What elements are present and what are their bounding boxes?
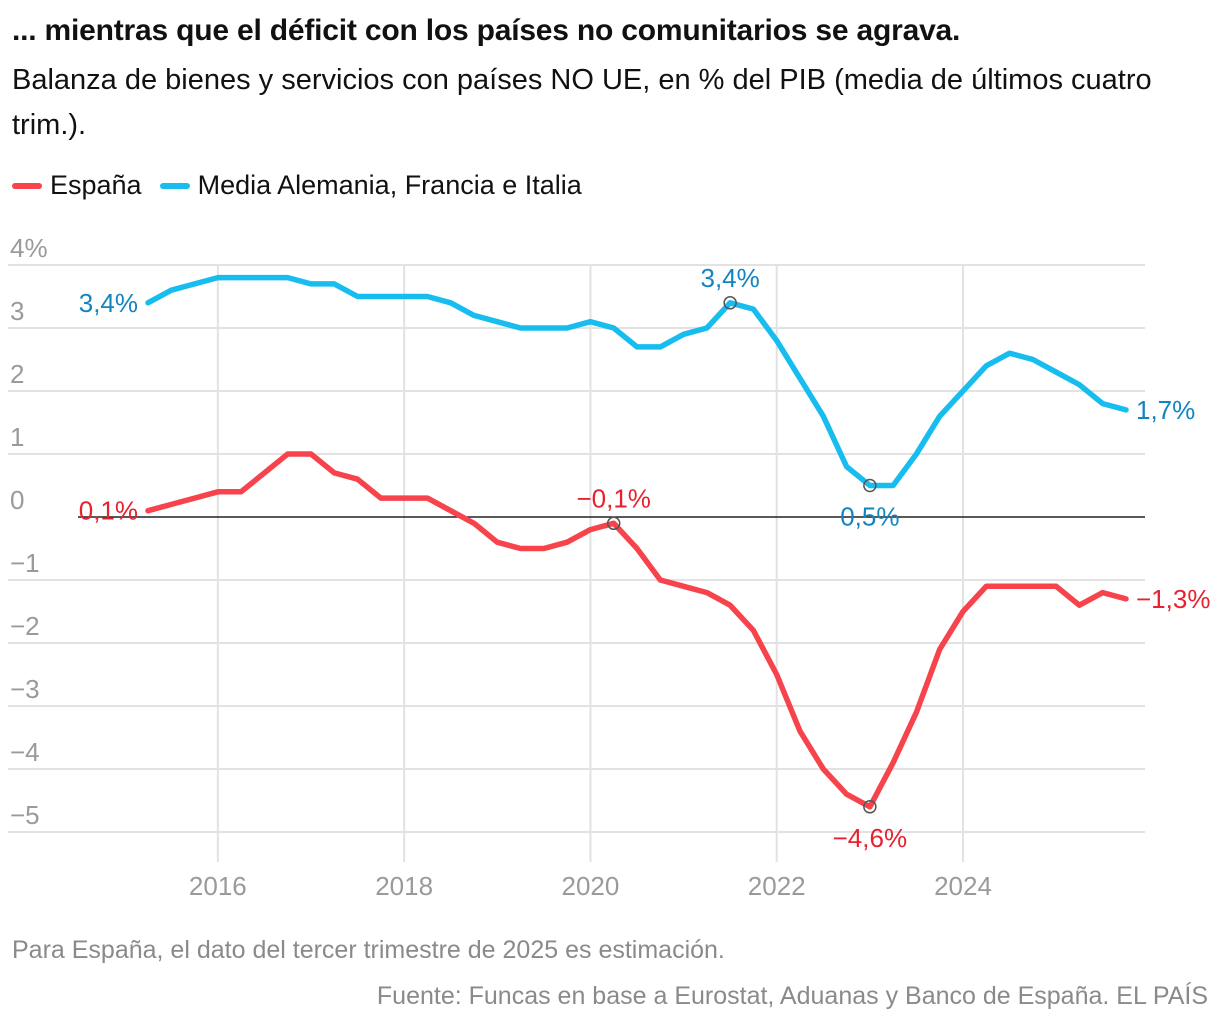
y-tick-label: 1 [10, 422, 24, 452]
x-tick-label: 2020 [562, 871, 620, 901]
series-line-media [145, 274, 1129, 489]
data-label: −1,3% [1136, 584, 1210, 614]
y-tick-label: −4 [10, 737, 40, 767]
source-credit: Fuente: Funcas en base a Eurostat, Aduan… [376, 982, 1208, 1010]
data-label: 1,7% [1136, 395, 1195, 425]
legend-label-espana: España [50, 170, 142, 200]
data-label: −4,6% [833, 823, 907, 853]
legend: España Media Alemania, Francia e Italia [12, 170, 600, 201]
y-tick-label: −3 [10, 674, 40, 704]
y-tick-label: −1 [10, 548, 40, 578]
chart-subtitle: Balanza de bienes y servicios con países… [12, 64, 1152, 141]
data-label: −0,1% [576, 483, 650, 513]
legend-label-media: Media Alemania, Francia e Italia [197, 170, 582, 200]
y-tick-label: 4% [10, 233, 48, 263]
y-tick-label: −2 [10, 611, 40, 641]
y-tick-label: −5 [10, 800, 40, 830]
line-chart: 4% 3 2 1 0 −1 −2 −3 −4 −5 2016 2018 2020 2022 2024 0,1%… [8, 233, 1210, 901]
data-label: 0,1% [79, 496, 138, 526]
data-label: 3,4% [701, 263, 760, 293]
highlight-circle [606, 516, 621, 531]
highlight-circle [863, 800, 877, 814]
data-label: 0,5% [840, 502, 899, 532]
legend-swatch-espana [12, 182, 42, 189]
legend-swatch-media [159, 182, 190, 189]
highlight-circle [723, 296, 737, 310]
y-tick-label: 0 [10, 485, 24, 515]
series-line-espana [145, 451, 1129, 810]
highlight-circle [863, 478, 877, 493]
y-tick-label: 3 [10, 296, 24, 326]
x-tick-label: 2024 [934, 871, 992, 901]
chart-title: ... mientras que el déficit con los país… [12, 14, 961, 47]
legend-item-media: Media Alemania, Francia e Italia [159, 170, 582, 201]
y-tick-label: 2 [10, 359, 24, 389]
legend-item-espana: España [12, 170, 142, 201]
x-tick-label: 2022 [748, 871, 806, 901]
x-tick-label: 2016 [189, 871, 247, 901]
footnote: Para España, el dato del tercer trimestr… [12, 936, 725, 964]
data-label: 3,4% [79, 288, 138, 318]
x-tick-label: 2018 [375, 871, 433, 901]
